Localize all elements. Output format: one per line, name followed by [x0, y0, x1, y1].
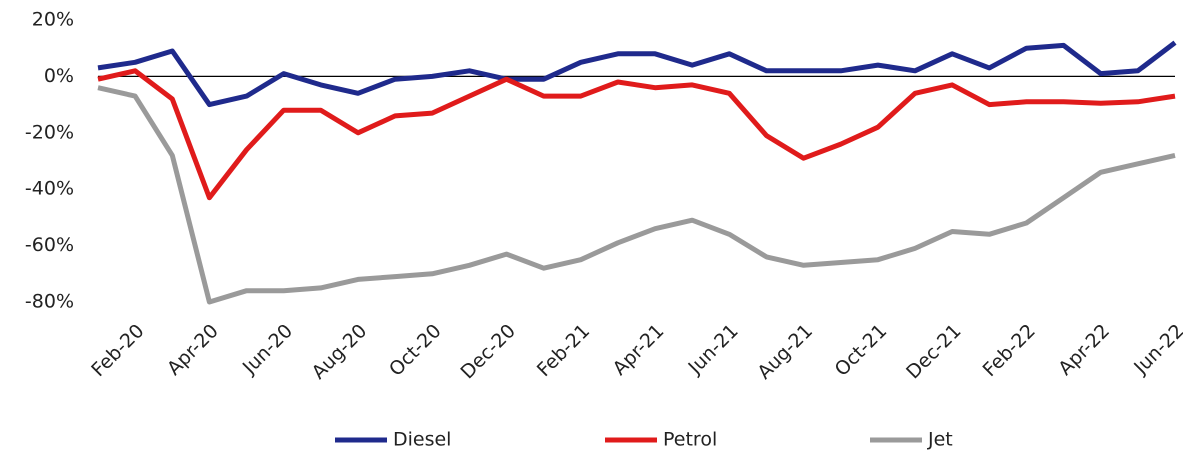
x-tick-label: Apr-20 [163, 320, 223, 380]
x-tick-label: Dec-20 [456, 320, 520, 384]
x-tick-label: Apr-21 [609, 320, 669, 380]
x-tick-label: Feb-22 [979, 320, 1040, 381]
legend-label: Petrol [663, 429, 717, 451]
x-tick-label: Oct-21 [831, 320, 892, 381]
x-tick-label: Oct-20 [385, 320, 446, 381]
y-tick-label: -80% [25, 291, 74, 313]
x-tick-label: Jun-20 [238, 320, 297, 379]
y-tick-label: 0% [44, 65, 74, 87]
series-line [97, 40, 1177, 108]
x-tick-label: Aug-21 [753, 320, 817, 384]
series-line [97, 85, 1176, 305]
x-tick-label: Aug-20 [308, 320, 372, 384]
x-tick-label: Jun-21 [684, 320, 743, 379]
y-tick-label: -60% [25, 234, 74, 256]
x-tick-label: Jun-22 [1129, 320, 1183, 379]
x-tick-label: Feb-21 [533, 320, 594, 381]
series-line [97, 68, 1176, 201]
legend-label: Jet [927, 429, 953, 451]
y-tick-label: -20% [25, 121, 74, 143]
y-tick-label: 20% [32, 9, 74, 31]
x-tick-label: Dec-21 [902, 320, 966, 384]
x-tick-label: Apr-22 [1054, 320, 1114, 380]
x-tick-label: Feb-20 [87, 320, 148, 381]
y-tick-label: -40% [25, 178, 74, 200]
legend-label: Diesel [393, 429, 451, 451]
